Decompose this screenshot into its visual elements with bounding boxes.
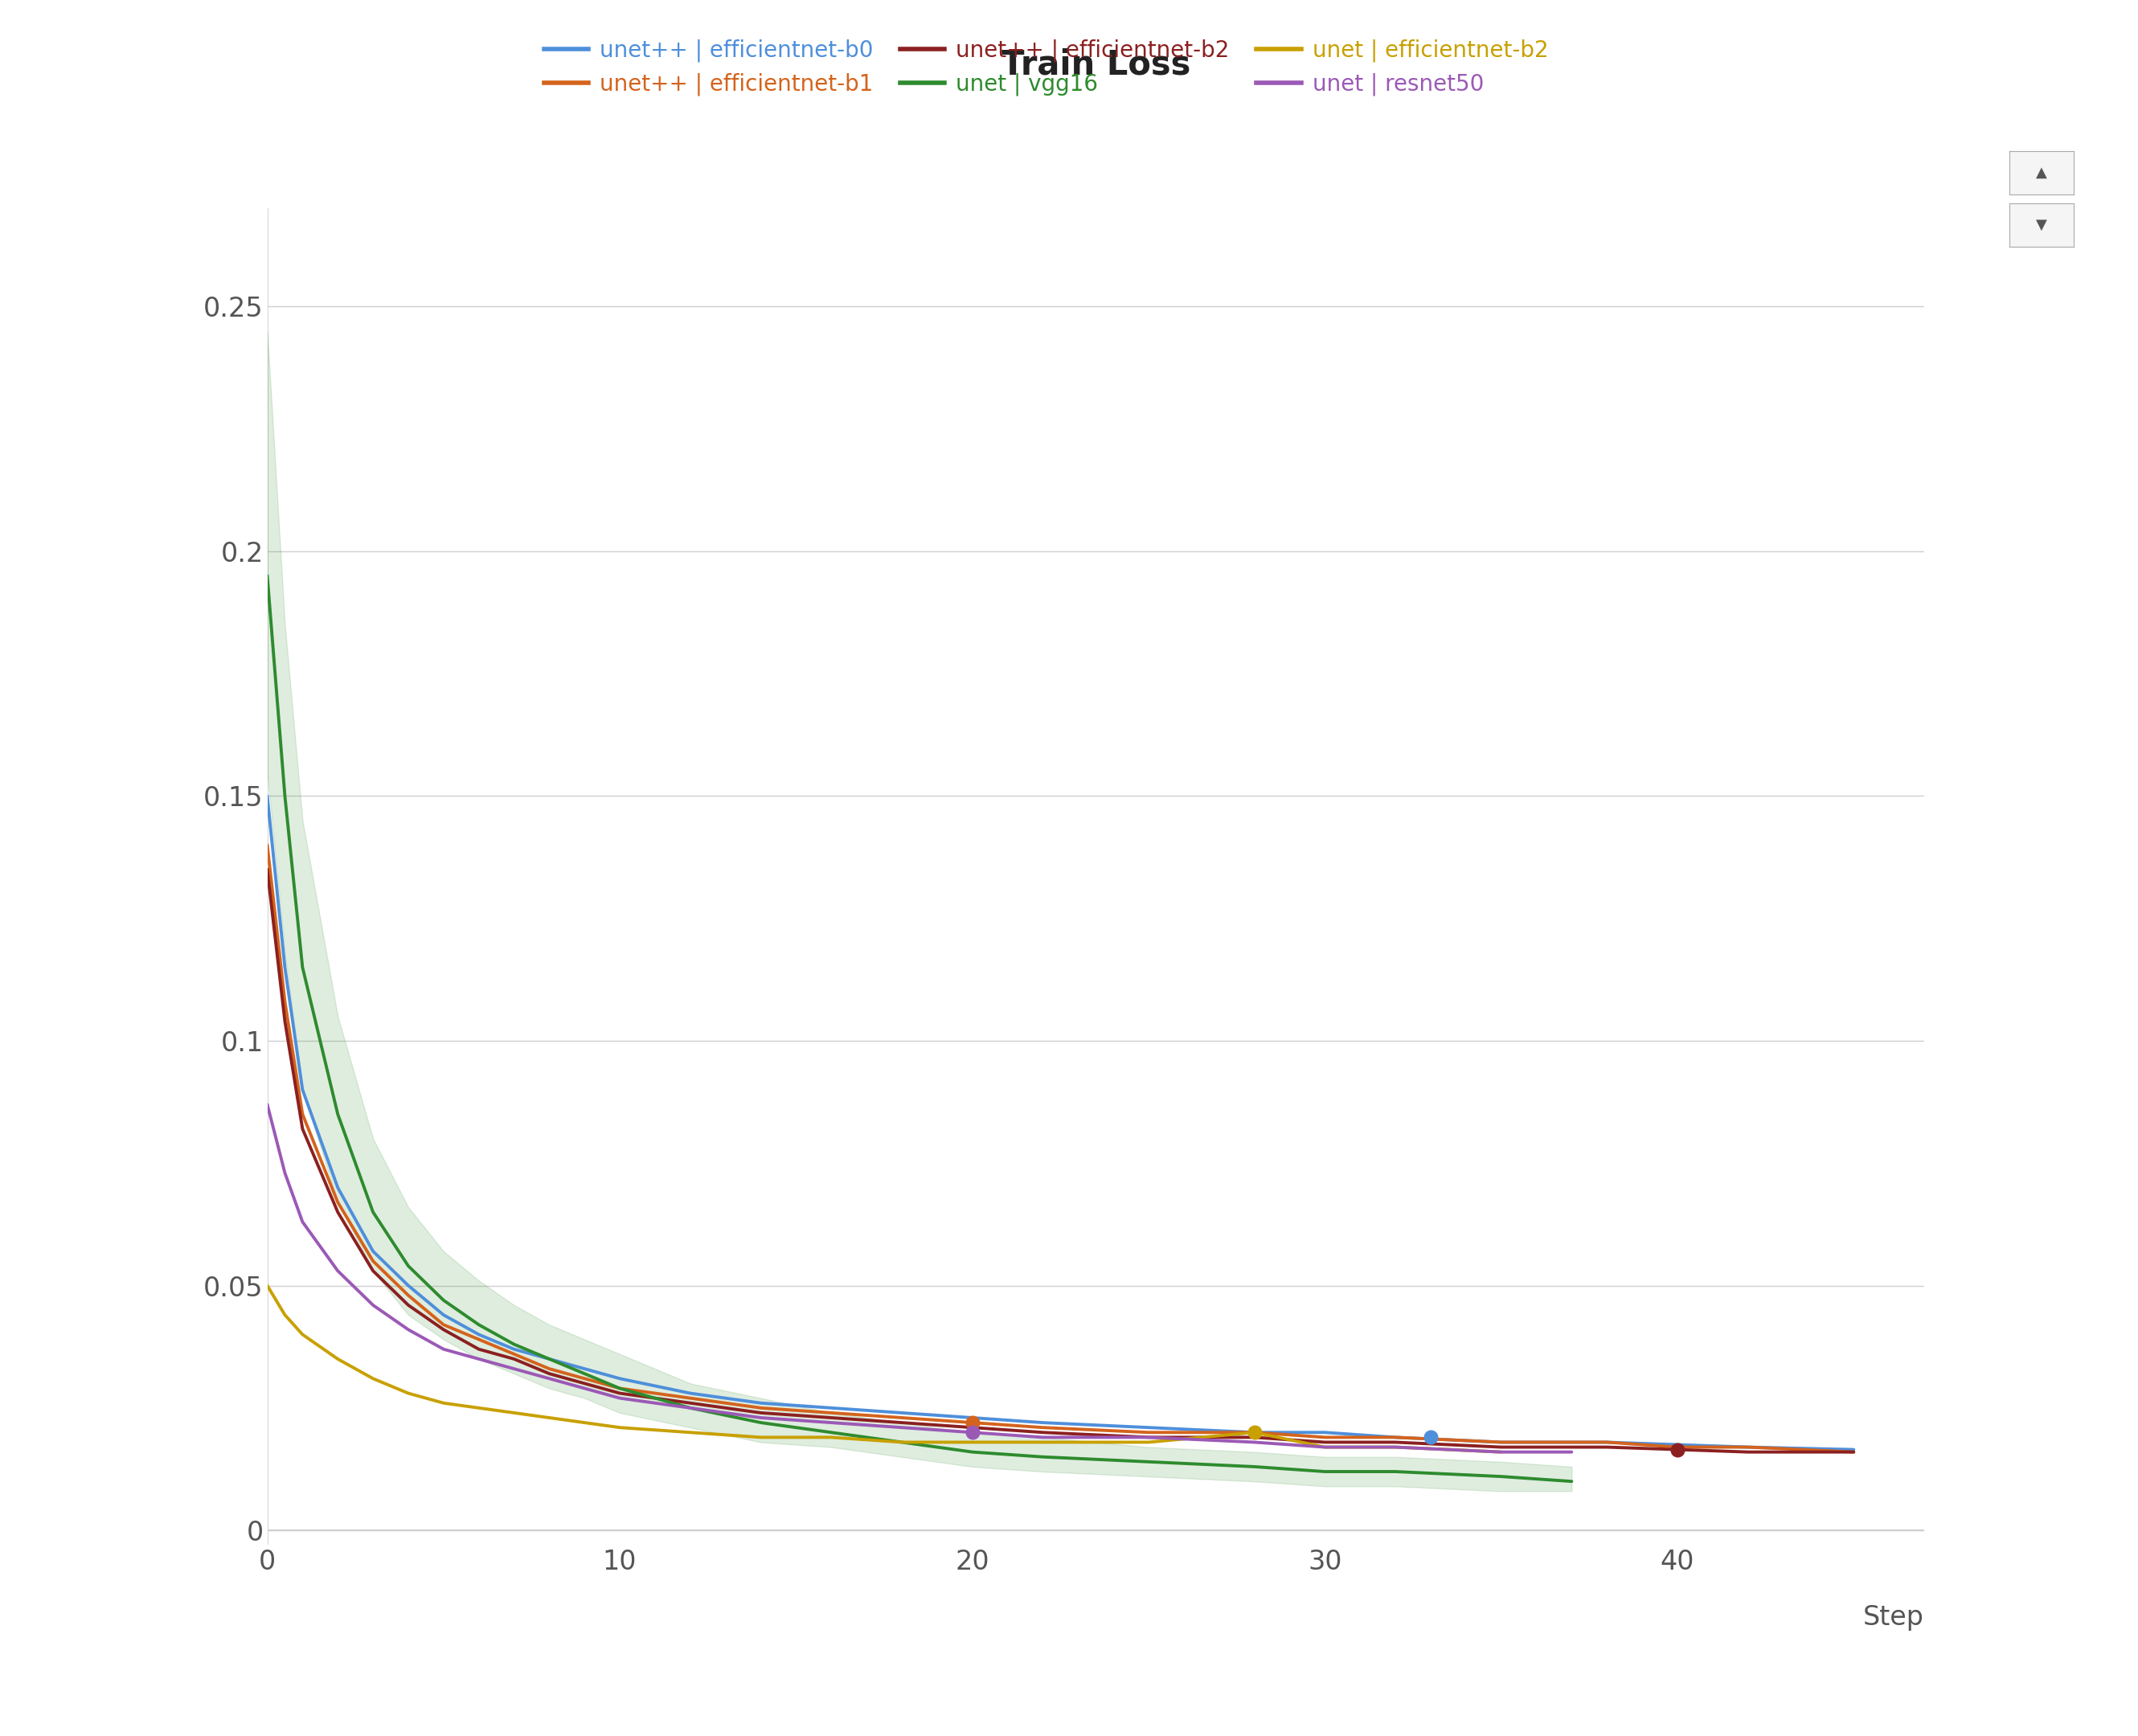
Text: ▲: ▲ xyxy=(2035,165,2048,181)
Text: Step: Step xyxy=(1862,1604,1924,1630)
Text: ▼: ▼ xyxy=(2035,217,2048,233)
Legend: unet++ | efficientnet-b0, unet++ | efficientnet-b1, unet++ | efficientnet-b2, un: unet++ | efficientnet-b0, unet++ | effic… xyxy=(543,38,1548,95)
Title: Train Loss: Train Loss xyxy=(1001,49,1191,82)
